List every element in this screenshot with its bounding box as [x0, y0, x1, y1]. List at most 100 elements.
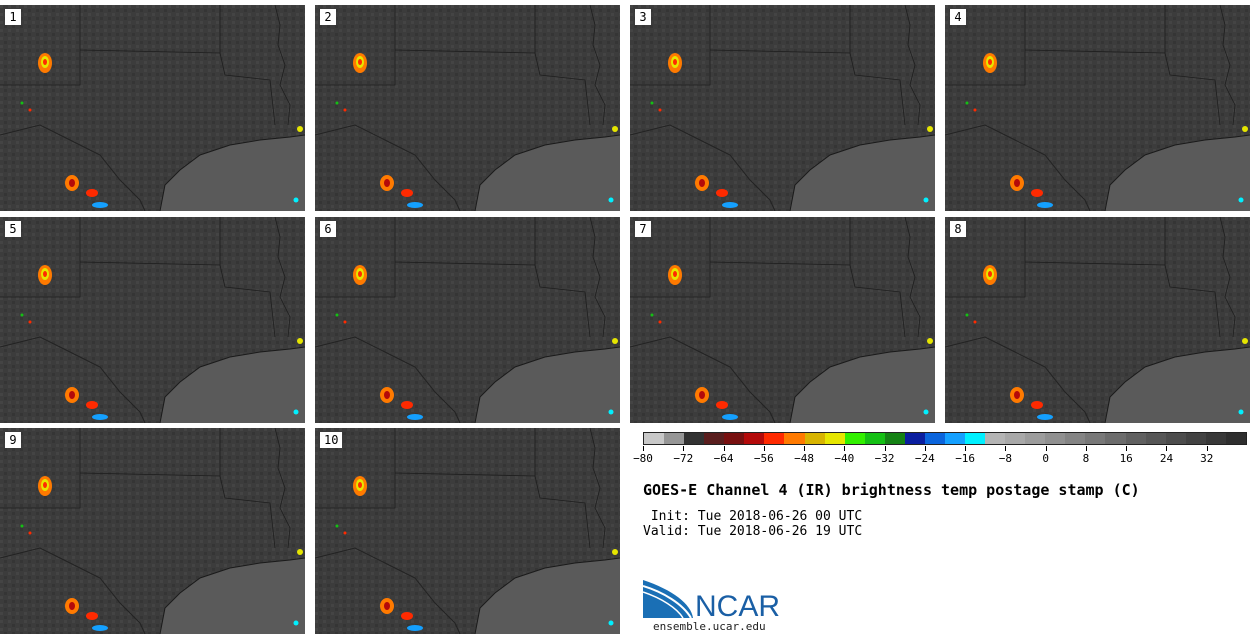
scattered-cells — [965, 313, 1248, 415]
colorbar — [643, 432, 1247, 445]
panel-label: 6 — [320, 221, 336, 237]
scattered-cells — [20, 101, 303, 203]
colorbar-tick-label: −64 — [713, 452, 734, 465]
colorbar-swatch — [965, 433, 986, 444]
convective-cell-south — [380, 175, 423, 208]
coastline — [1104, 134, 1250, 211]
state-border — [589, 217, 606, 338]
colorbar-tick — [1045, 446, 1047, 451]
coastline — [159, 557, 305, 634]
colorbar-swatch — [1025, 433, 1046, 444]
rio-grande-border — [945, 124, 1091, 211]
state-border — [945, 5, 1026, 86]
state-border — [589, 5, 606, 126]
colorbar-swatch — [1005, 433, 1026, 444]
ncar-logo: NCAR — [643, 580, 780, 620]
gulf-of-mexico — [790, 347, 935, 423]
state-border — [274, 5, 291, 126]
satellite-map — [315, 217, 620, 423]
rio-grande-border — [0, 336, 146, 423]
member-panel: 3 — [630, 5, 935, 211]
satellite-map — [630, 217, 935, 423]
colorbar-swatch — [1085, 433, 1106, 444]
state-border — [79, 261, 276, 338]
convective-cell-north — [353, 476, 367, 496]
state-border — [274, 428, 291, 549]
convective-cell-south — [65, 598, 108, 631]
scattered-cells — [335, 313, 618, 415]
colorbar-swatch — [744, 433, 765, 444]
colorbar-swatch — [844, 433, 865, 444]
colorbar-tick — [1005, 446, 1007, 451]
convective-cell-north — [983, 53, 997, 73]
colorbar-swatch — [764, 433, 785, 444]
init-time: Init: Tue 2018-06-26 00 UTC — [643, 509, 863, 524]
state-border — [589, 428, 606, 549]
state-border — [315, 217, 396, 298]
rio-grande-border — [0, 124, 146, 211]
colorbar-tick — [1126, 446, 1128, 451]
satellite-map — [0, 428, 305, 634]
colorbar-tick-label: −32 — [874, 452, 895, 465]
colorbar-swatch — [644, 433, 665, 444]
convective-cell-north — [38, 265, 52, 285]
convective-cell-north — [38, 53, 52, 73]
colorbar-tick — [1206, 446, 1208, 451]
satellite-map — [0, 5, 305, 211]
colorbar-tick-label: −8 — [998, 452, 1013, 465]
state-border — [315, 428, 396, 509]
colorbar-tick — [924, 446, 926, 451]
scattered-cells — [20, 313, 303, 415]
logo-url: ensemble.ucar.edu — [653, 620, 766, 633]
member-panel: 2 — [315, 5, 620, 211]
coastline — [474, 346, 620, 423]
satellite-map — [945, 217, 1250, 423]
colorbar-tick-label: 16 — [1119, 452, 1133, 465]
colorbar-tick — [1085, 446, 1087, 451]
valid-time: Valid: Tue 2018-06-26 19 UTC — [643, 524, 863, 539]
rio-grande-border — [315, 336, 461, 423]
gulf-of-mexico — [475, 135, 620, 211]
scattered-cells — [965, 101, 1248, 203]
colorbar-swatch — [864, 433, 885, 444]
gulf-of-mexico — [160, 135, 305, 211]
coastline — [789, 346, 935, 423]
gulf-of-mexico — [160, 558, 305, 634]
colorbar-swatch — [1045, 433, 1066, 444]
state-border — [709, 49, 906, 126]
colorbar-swatch — [884, 433, 905, 444]
panel-label: 5 — [5, 221, 21, 237]
colorbar-tick-label: −56 — [753, 452, 774, 465]
colorbar-swatch — [824, 433, 845, 444]
scattered-cells — [650, 101, 933, 203]
colorbar-tick-label: 24 — [1159, 452, 1174, 465]
colorbar-swatch — [804, 433, 825, 444]
state-border — [1024, 261, 1221, 338]
colorbar-tick-label: 8 — [1082, 452, 1090, 465]
state-border — [0, 428, 81, 509]
satellite-map — [315, 428, 620, 634]
colorbar-swatch — [1185, 433, 1206, 444]
panel-label: 10 — [320, 432, 343, 448]
convective-cell-south — [380, 598, 423, 631]
colorbar-tick — [643, 446, 644, 451]
colorbar-swatch — [944, 433, 965, 444]
panel-label: 1 — [5, 9, 21, 25]
state-border — [79, 49, 276, 126]
gulf-of-mexico — [475, 558, 620, 634]
figure-title: GOES-E Channel 4 (IR) brightness temp po… — [643, 481, 1140, 499]
state-border — [904, 5, 921, 126]
colorbar-swatch — [985, 433, 1006, 444]
member-panel: 6 — [315, 217, 620, 423]
colorbar-tick — [965, 446, 967, 451]
member-panel: 9 — [0, 428, 305, 634]
state-border — [394, 472, 591, 549]
colorbar-swatch — [1205, 433, 1226, 444]
colorbar-tick-label: −24 — [914, 452, 935, 465]
panel-label: 3 — [635, 9, 651, 25]
convective-cell-south — [1010, 175, 1053, 208]
colorbar-ticks: −80 −72 −64 −56 −48 −40 −32 −24 −16 −8 0 8 16 24 32 — [633, 446, 1247, 466]
gulf-of-mexico — [1105, 135, 1250, 211]
coastline — [159, 346, 305, 423]
panel-label: 2 — [320, 9, 336, 25]
